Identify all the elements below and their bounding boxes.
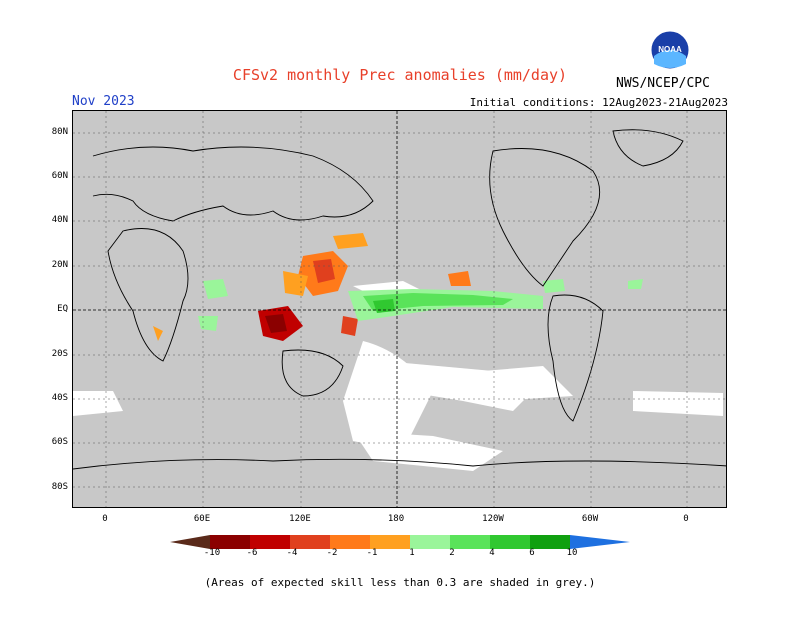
precip-anomaly-map [72,110,727,508]
unmasked-southern-ocean [353,431,503,471]
wet-w-africa [203,279,228,299]
wet-e-africa [198,316,218,331]
colorbar-seg [290,535,330,549]
colorbar-label: 1 [409,548,415,558]
antarctica-coast [73,458,726,470]
wet-eq-pacific-2 [363,293,513,311]
dry-n-pacific [333,233,368,249]
wet-eq-pacific-3 [373,299,395,313]
unmasked-se-pacific [483,366,573,401]
dry-philippines [283,271,308,296]
colorbar [170,535,630,549]
lon-label: 60W [581,514,599,524]
unmasked-s-atlantic-east [633,391,723,416]
dry-central-pacific [448,271,471,286]
lon-label: 0 [102,514,108,524]
colorbar-seg [330,535,370,549]
forecast-month: Nov 2023 [72,94,135,109]
lat-label: 60S [51,437,68,447]
wet-central-america [543,279,565,293]
lon-label: 120W [482,514,504,524]
colorbar-seg [570,535,630,549]
dry-e-africa [153,326,163,341]
lat-label: 80S [51,482,68,492]
agency-label: NWS/NCEP/CPC [616,76,710,91]
unmasked-s-atlantic [73,391,123,416]
skill-footnote: (Areas of expected skill less than 0.3 a… [204,576,596,589]
africa-coast [107,228,189,362]
greenland-coast [612,129,684,167]
lon-label: 60E [193,514,211,524]
dry-w-pacific-2 [313,259,335,283]
dry-anomalies [153,233,471,341]
lat-label: 60N [51,171,68,181]
lat-label: 80N [51,127,68,137]
lat-label: 40S [51,393,68,403]
colorbar-seg [210,535,250,549]
lon-label: 180 [387,514,405,524]
coastlines [73,129,726,470]
colorbar-label: -1 [366,548,378,558]
lon-label: 0 [683,514,689,524]
lon-label: 120E [289,514,311,524]
colorbar-seg [370,535,410,549]
map-svg [73,111,726,507]
colorbar-label: 2 [449,548,455,558]
colorbar-label: -10 [203,548,221,558]
colorbar-seg [250,535,290,549]
colorbar-label: -4 [286,548,298,558]
australia-coast [281,349,344,397]
colorbar-label: 6 [529,548,535,558]
south-america-coast [547,294,604,422]
colorbar-seg [530,535,570,549]
north-america-coast [489,148,601,287]
colorbar-label: -2 [326,548,338,558]
logo-text: NOAA [658,45,682,54]
chart-title: CFSv2 monthly Prec anomalies (mm/day) [232,66,568,84]
colorbar-seg [490,535,530,549]
gridlines [73,111,726,507]
initial-conditions: Initial conditions: 12Aug2023-21Aug2023 [469,96,728,109]
colorbar-seg [170,535,210,549]
eurasia-coast [92,146,374,222]
colorbar-seg [450,535,490,549]
colorbar-label: 10 [566,548,578,558]
lat-label: 20N [51,260,68,270]
colorbar-seg [410,535,450,549]
lat-label: 40N [51,215,68,225]
colorbar-label: -6 [246,548,258,558]
noaa-logo: NOAA [650,30,690,70]
dry-indonesia-2 [265,314,287,333]
lat-label: EQ [57,304,68,314]
dry-sw-pacific [341,316,358,336]
colorbar-label: 4 [489,548,495,558]
lat-label: 20S [51,349,68,359]
wet-caribbean [628,279,643,289]
